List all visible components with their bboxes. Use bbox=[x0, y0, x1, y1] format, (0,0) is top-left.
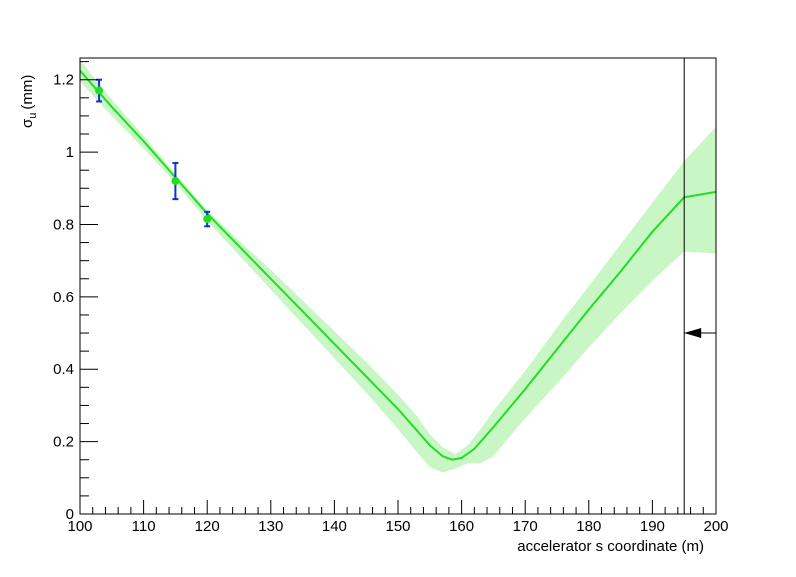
y-tick-label: 0.2 bbox=[53, 434, 74, 451]
y-axis-subscript: u bbox=[27, 113, 39, 119]
marker-layer bbox=[683, 58, 716, 514]
y-tick-label: 0 bbox=[66, 506, 74, 523]
x-tick-label: 150 bbox=[385, 518, 410, 535]
data-point-marker bbox=[95, 86, 104, 95]
y-axis-unit: (mm) bbox=[19, 75, 36, 110]
x-tick-label: 200 bbox=[703, 518, 728, 535]
data-points-layer bbox=[95, 78, 212, 228]
y-tick-label: 1.2 bbox=[53, 72, 74, 89]
data-point-3 bbox=[203, 210, 212, 228]
x-tick-label: 110 bbox=[132, 518, 156, 535]
confidence-band bbox=[80, 59, 716, 473]
data-point-marker bbox=[171, 177, 180, 186]
x-tick-label: 160 bbox=[449, 518, 474, 535]
x-axis-label: accelerator s coordinate (m) bbox=[517, 538, 704, 555]
data-point-2 bbox=[171, 161, 180, 201]
x-tick-label: 190 bbox=[640, 518, 665, 535]
y-axis-symbol: σ bbox=[19, 118, 36, 128]
y-tick-label: 0.8 bbox=[53, 216, 74, 233]
y-tick-label: 0.6 bbox=[53, 289, 74, 306]
x-tick-label: 170 bbox=[513, 518, 538, 535]
y-tick-label: 0.4 bbox=[53, 361, 74, 378]
y-tick-label: 1 bbox=[66, 144, 74, 161]
x-tick-label: 130 bbox=[258, 518, 283, 535]
marker-arrow-head bbox=[684, 328, 702, 339]
svg-text:σu(mm): σu (mm) bbox=[19, 75, 39, 128]
x-tick-label: 120 bbox=[195, 518, 220, 535]
confidence-band-layer bbox=[80, 59, 716, 473]
y-axis-label: σu (mm) bbox=[19, 75, 39, 128]
x-tick-label: 100 bbox=[67, 518, 92, 535]
x-tick-label: 140 bbox=[322, 518, 347, 535]
x-tick-label: 180 bbox=[576, 518, 601, 535]
axes-layer: 100 110 120 130 140 150 160 170 180 190 200 0 0.2 0.4… bbox=[53, 57, 729, 535]
data-point-marker bbox=[203, 215, 212, 224]
